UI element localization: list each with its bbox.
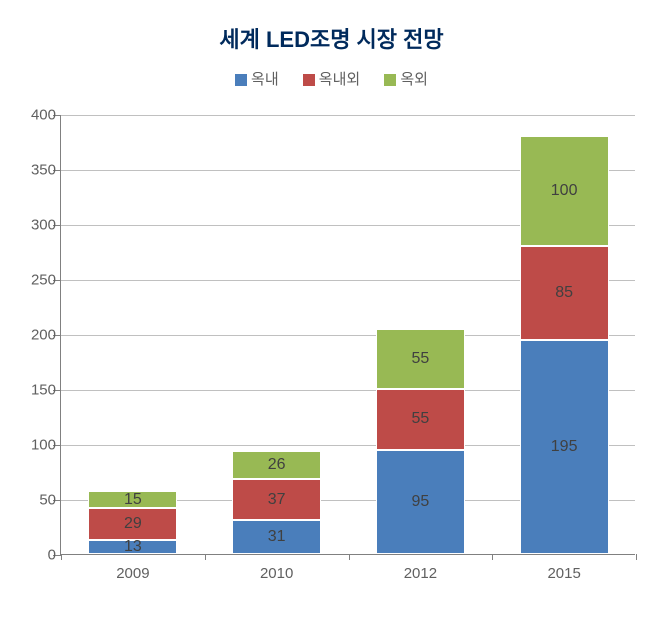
legend-swatch-both [303,74,315,86]
bar-value-label: 31 [268,528,286,546]
bar-value-label: 26 [268,456,286,474]
bar-segment-outdoor: 100 [520,136,609,246]
bar-value-label: 55 [411,410,429,428]
bar-segment-indoor: 95 [376,450,465,555]
bar-value-label: 85 [555,284,573,302]
x-axis-label: 2012 [349,565,493,582]
x-tick [492,554,493,560]
legend-item-outdoor: 옥외 [384,68,428,89]
y-axis-label: 350 [16,162,56,179]
x-axis-label: 2015 [492,565,636,582]
legend-label-outdoor: 옥외 [400,71,428,88]
bar-segment-outdoor: 55 [376,329,465,390]
bar-value-label: 13 [124,538,142,556]
bar-value-label: 55 [411,350,429,368]
y-axis-label: 400 [16,107,56,124]
gridline [61,115,635,116]
x-tick [636,554,637,560]
chart-legend: 옥내 옥내외 옥외 [0,68,663,89]
bar-value-label: 37 [268,491,286,509]
x-axis-label: 2010 [205,565,349,582]
legend-swatch-outdoor [384,74,396,86]
x-tick [349,554,350,560]
bar-value-label: 195 [551,438,578,456]
bar-segment-indoor: 195 [520,340,609,555]
y-axis-label: 200 [16,327,56,344]
plot-area: 0501001502002503003504001329152009313726… [60,115,635,555]
bar-segment-outdoor: 15 [88,491,177,508]
y-axis-label: 150 [16,382,56,399]
legend-item-indoor: 옥내 [235,68,279,89]
bar-segment-both: 29 [88,508,177,540]
bar-segment-both: 55 [376,389,465,450]
legend-label-indoor: 옥내 [251,71,279,88]
chart-container: 세계 LED조명 시장 전망 옥내 옥내외 옥외 0 50 100 150 200 250… [0,0,663,626]
legend-item-both: 옥내외 [303,68,360,89]
bar-segment-both: 37 [232,479,321,520]
x-tick [61,554,62,560]
bar-value-label: 100 [551,182,578,200]
y-axis-label: 0 [16,547,56,564]
bar-value-label: 15 [124,491,142,509]
bar-segment-outdoor: 26 [232,451,321,480]
bar-segment-indoor: 31 [232,520,321,554]
y-axis-label: 100 [16,437,56,454]
x-tick [205,554,206,560]
bar-segment-indoor: 13 [88,540,177,554]
bar-value-label: 95 [411,493,429,511]
chart-title: 세계 LED조명 시장 전망 [0,0,663,54]
bar-segment-both: 85 [520,246,609,340]
bar-value-label: 29 [124,515,142,533]
y-axis-label: 250 [16,272,56,289]
legend-label-both: 옥내외 [319,71,360,88]
y-axis-label: 300 [16,217,56,234]
legend-swatch-indoor [235,74,247,86]
x-axis-label: 2009 [61,565,205,582]
y-axis-label: 50 [16,492,56,509]
